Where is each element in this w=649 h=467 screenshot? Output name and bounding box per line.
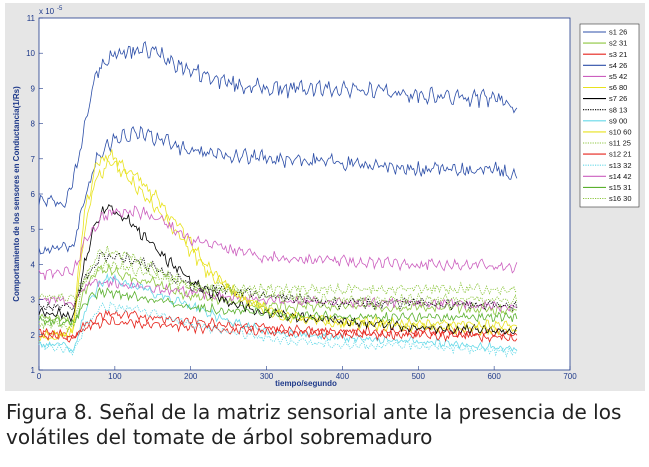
legend-entry: s13 32 (609, 161, 632, 170)
y-exponent-base: x 10 (39, 7, 55, 16)
legend-entry: s12 21 (609, 150, 632, 159)
figure-caption: Figura 8. Señal de la matriz sensorial a… (6, 400, 642, 450)
series-line (38, 159, 518, 339)
x-tick-label: 700 (563, 372, 577, 381)
x-tick-label: 200 (184, 372, 198, 381)
caption-line-1: Figura 8. Señal de la matriz sensorial a… (6, 400, 622, 424)
y-tick-label: 3 (31, 296, 36, 305)
series-line (38, 315, 518, 343)
y-tick-label: 9 (31, 84, 36, 93)
legend: s1 26 s2 31 s3 21 s4 26 s5 42 s6 80 s7 26 s8 13… (583, 28, 632, 203)
y-exponent-power: -5 (57, 6, 63, 12)
legend-entry: s6 80 (609, 83, 627, 92)
y-tick-label: 8 (31, 120, 36, 129)
legend-entry: s8 13 (609, 105, 627, 114)
series-line (38, 276, 518, 313)
y-tick-label: 4 (31, 260, 36, 269)
y-tick-label: 7 (31, 155, 36, 164)
y-tick-label: 6 (31, 190, 36, 199)
y-tick-label: 5 (31, 225, 36, 234)
legend-entry: s7 26 (609, 94, 627, 103)
series-line (38, 301, 518, 358)
legend-entry: s10 60 (609, 128, 632, 137)
y-axis: 1 2 3 4 5 6 7 8 9 10 11 (26, 14, 43, 375)
legend-entry: s9 00 (609, 116, 627, 125)
x-tick-label: 100 (108, 372, 122, 381)
x-axis-title: tiempo/segundo (275, 379, 337, 388)
series-line (38, 259, 517, 304)
series-line (38, 125, 518, 255)
y-tick-label: 1 (31, 366, 36, 375)
y-axis-title: Comportamiento de los sensores en Conduc… (12, 86, 21, 302)
legend-entry: s1 26 (609, 28, 627, 37)
legend-entry: s5 42 (609, 72, 627, 81)
x-tick-label: 0 (37, 372, 42, 381)
x-tick-label: 600 (487, 372, 501, 381)
legend-entry: s14 42 (609, 172, 632, 181)
caption-line-2: volátiles del tomate de árbol sobremadur… (6, 425, 433, 449)
legend-entry: s15 31 (609, 183, 632, 192)
y-tick-label: 11 (27, 14, 36, 23)
plot-area (38, 17, 571, 371)
series-line (38, 287, 518, 327)
x-axis: 0 100 200 300 400 500 600 700 (37, 366, 577, 381)
legend-entry: s3 21 (609, 50, 627, 59)
series-line (38, 205, 518, 280)
x-tick-label: 400 (336, 372, 350, 381)
series-layer (38, 40, 518, 358)
legend-entry: s2 31 (609, 39, 627, 48)
series-line (38, 203, 518, 336)
y-tick-label: 10 (26, 49, 35, 58)
x-tick-label: 500 (412, 372, 426, 381)
series-line (38, 245, 518, 333)
line-chart: 0 100 200 300 400 500 600 700 1 2 3 4 5 6 7 8 9 10 11 x 1… (12, 6, 640, 388)
legend-entry: s4 26 (609, 61, 627, 70)
legend-entry: s16 30 (609, 194, 632, 203)
series-line (39, 262, 517, 326)
figure-panel: 0 100 200 300 400 500 600 700 1 2 3 4 5 6 7 8 9 10 11 x 1… (5, 3, 645, 391)
legend-entry: s11 25 (609, 139, 631, 148)
series-line (38, 40, 518, 208)
y-tick-label: 2 (31, 331, 36, 340)
x-tick-label: 300 (260, 372, 274, 381)
